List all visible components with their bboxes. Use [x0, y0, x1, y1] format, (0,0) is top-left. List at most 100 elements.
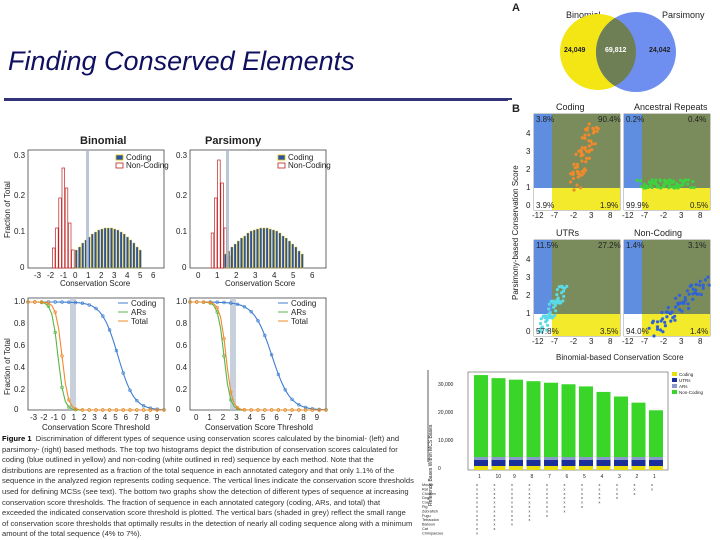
scatter-point — [580, 136, 584, 140]
bar-ars — [614, 457, 628, 460]
scatter-point — [660, 310, 664, 315]
bar-legend-label: Non-Coding — [679, 390, 704, 395]
species-mark: x — [476, 527, 478, 531]
scatter-point — [694, 283, 698, 287]
species-mark: x — [616, 483, 618, 487]
scatter-point — [585, 149, 589, 153]
hist-x-tick: 3 — [112, 271, 117, 280]
species-mark: x — [476, 487, 478, 491]
hist-right-threshold — [226, 150, 229, 268]
scatter-point — [583, 133, 587, 137]
hist-x-tick: 5 — [291, 271, 296, 280]
quadrant-pct: 3.5% — [600, 327, 618, 336]
species-mark: x — [564, 496, 566, 500]
quadrant-pct: 0.4% — [688, 115, 706, 124]
scatter-point — [568, 180, 573, 184]
species-mark: x — [494, 492, 496, 496]
cum-y-tick: 0.4 — [176, 363, 188, 372]
species-mark: x — [529, 518, 531, 522]
cum-point — [208, 300, 213, 305]
scatter-quadrant-br — [642, 188, 710, 210]
cum-x-tick: 2 — [82, 413, 87, 422]
scatter-point — [655, 327, 660, 331]
cum-x-tick: 5 — [261, 413, 266, 422]
scatter-y-tick: 1 — [526, 183, 531, 192]
species-mark: x — [634, 483, 636, 487]
bar-ars — [491, 457, 506, 460]
scatter-point — [581, 153, 585, 157]
cum-point — [107, 408, 112, 412]
bar-utrs — [526, 460, 541, 466]
cum-point — [263, 333, 267, 338]
bar-y-tick: 20,000 — [438, 410, 454, 416]
bar-y-tick: 30,000 — [438, 382, 454, 388]
hist-coding-bar — [135, 246, 139, 269]
bar-y-ticks: 30,000 20,000 10,000 0 — [438, 382, 454, 472]
cum-point — [135, 408, 139, 412]
scatter-point — [663, 178, 667, 182]
cum-legend-label: Coding — [131, 299, 156, 308]
species-mark: x — [494, 514, 496, 518]
legend-noncoding-label: Non-Coding — [126, 161, 169, 170]
scatter-point — [586, 126, 590, 130]
scatter-point — [575, 165, 580, 169]
scatter-point — [646, 185, 650, 190]
scatter-x-tick: -7 — [551, 211, 559, 220]
scatter-point — [592, 129, 596, 133]
scatter-x-tick: 8 — [698, 211, 703, 220]
quadrant-pct: 99.9% — [626, 201, 649, 210]
caption-label: Figure 1 — [2, 434, 32, 443]
hist-y-tick: 0.1 — [14, 227, 26, 236]
hist-coding-bar — [97, 229, 100, 269]
hist-coding-bar — [233, 243, 237, 269]
hist-x-tick: 6 — [310, 271, 315, 280]
bar-marks: 1 10 9 8 7 6 5 4 3 2 1 — [474, 375, 663, 480]
species-mark: x — [529, 501, 531, 505]
scatter-point — [587, 133, 591, 137]
hist-noncoding-bar — [64, 187, 69, 269]
bar-ars — [649, 457, 663, 460]
hist-left-bars — [52, 167, 142, 269]
cum-y-tick: 0.6 — [176, 341, 188, 350]
scatter-panel-label: B — [512, 103, 520, 115]
scatter-point — [703, 278, 707, 282]
scatter-point — [579, 149, 583, 153]
scatter-point — [658, 328, 663, 332]
cum-point — [276, 372, 281, 377]
hist-y-tick: 0.1 — [176, 227, 188, 236]
scatter-point — [574, 152, 578, 156]
cum-point — [222, 354, 226, 358]
cum-point — [303, 408, 308, 412]
venn-right-label: Parsimony — [662, 10, 705, 20]
scatter-quadrant-br — [552, 188, 620, 210]
scatter-point — [594, 125, 599, 130]
legend-coding-label: Coding — [288, 153, 313, 162]
scatter-title: UTRs — [556, 228, 579, 238]
scatter-x-label: Binomial-based Conservation Score — [556, 353, 684, 362]
scatter-x-tick: 8 — [698, 337, 703, 346]
cum-point — [222, 300, 226, 305]
scatter-point — [555, 293, 559, 297]
scatter-point — [545, 323, 550, 327]
scatter-point — [678, 307, 682, 312]
species-row-label: Cow — [422, 501, 430, 505]
species-mark: x — [546, 514, 548, 518]
species-mark: x — [546, 505, 548, 509]
species-mark: x — [476, 505, 478, 509]
hist-noncoding-bar — [55, 227, 59, 269]
scatter-quadrant-br — [552, 314, 620, 336]
hist-coding-bar — [256, 228, 259, 269]
scatter-point — [583, 127, 588, 132]
hist-right-title: Parsimony — [205, 135, 262, 147]
hist-x-tick: 2 — [99, 271, 104, 280]
species-mark: x — [581, 505, 583, 509]
hist-coding-bar — [278, 232, 282, 269]
bar-noncoding — [649, 410, 663, 457]
scatter-x-tick: 8 — [608, 211, 613, 220]
hist-coding-bar — [122, 233, 126, 269]
bar-noncoding — [561, 384, 576, 457]
species-mark: x — [494, 483, 496, 487]
scatter-point — [587, 122, 591, 126]
